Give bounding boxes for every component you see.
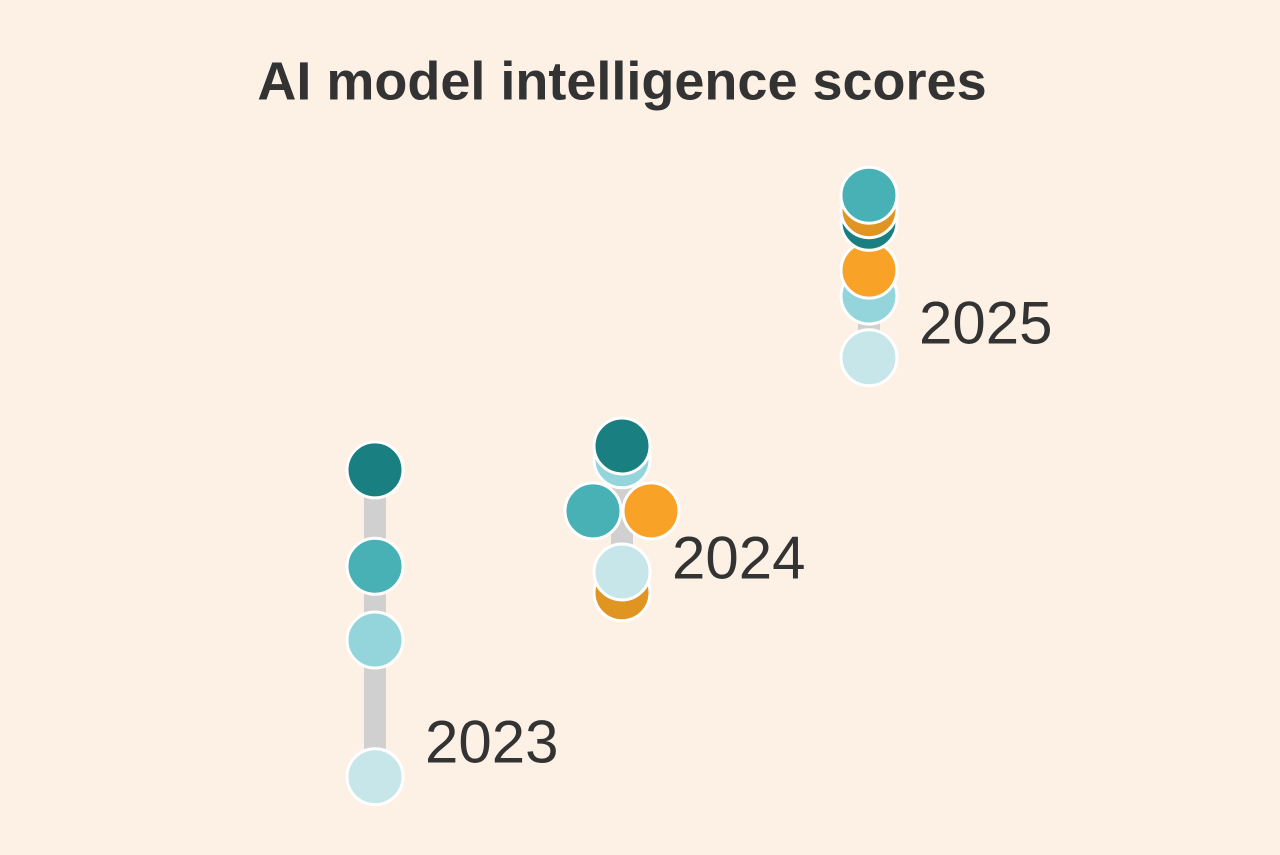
- dot: [345, 610, 405, 670]
- dot: [839, 328, 899, 388]
- dot: [345, 536, 405, 596]
- dot: [592, 416, 652, 476]
- dots: [345, 165, 899, 807]
- year-label: 2023: [425, 709, 558, 776]
- dot: [345, 747, 405, 807]
- year-labels: 2023 2024 2025: [425, 290, 1052, 776]
- dot: [345, 440, 405, 500]
- dot: [563, 481, 623, 541]
- dot: [592, 542, 652, 602]
- dot: [839, 165, 899, 225]
- year-label: 2025: [919, 290, 1052, 357]
- chart-title: AI model intelligence scores: [257, 51, 986, 111]
- year-label: 2024: [672, 525, 805, 592]
- dot: [621, 481, 681, 541]
